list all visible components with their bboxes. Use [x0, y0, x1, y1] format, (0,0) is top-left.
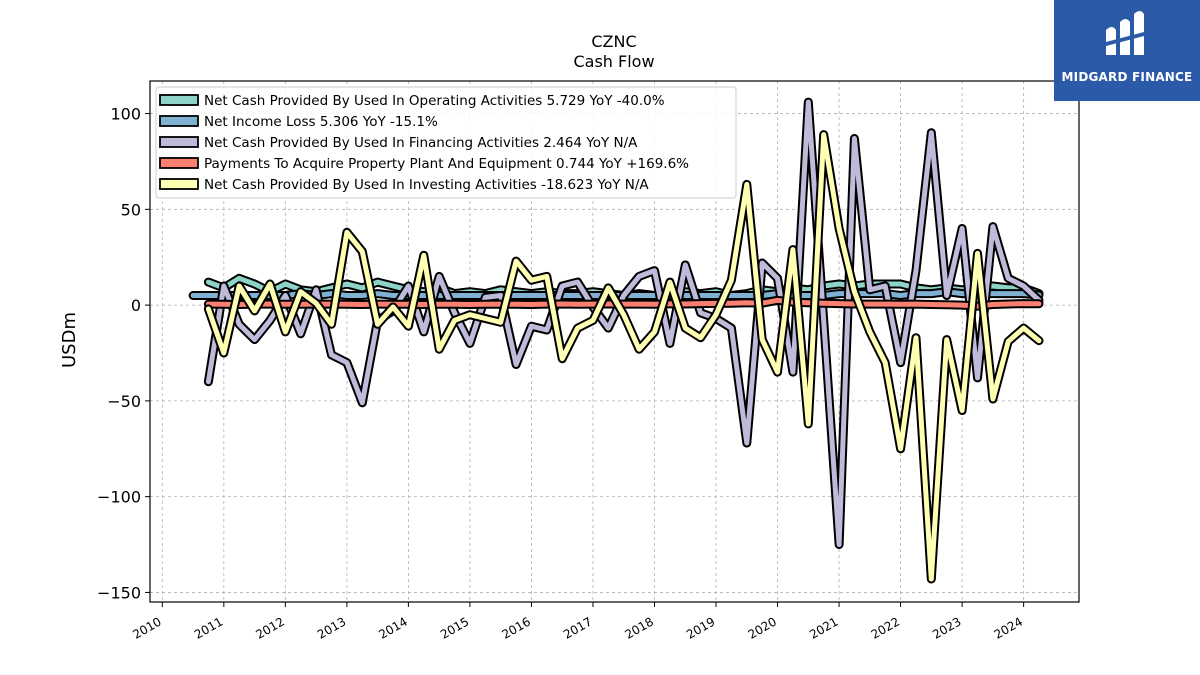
- x-tick-label: 2011: [192, 614, 225, 641]
- legend-box: [155, 86, 737, 199]
- x-tick-label: 2013: [315, 614, 348, 641]
- x-tick-label: 2016: [499, 614, 532, 641]
- x-tick-label: 2020: [746, 614, 779, 641]
- legend-entry: Net Income Loss 5.306 YoY -15.1%: [159, 114, 438, 130]
- legend: Net Cash Provided By Used In Operating A…: [155, 86, 737, 199]
- y-tick-label: −100: [97, 488, 141, 507]
- legend-label: Payments To Acquire Property Plant And E…: [204, 156, 689, 172]
- y-tick-label: 50: [121, 200, 141, 219]
- legend-entry: Net Cash Provided By Used In Financing A…: [159, 135, 638, 151]
- series-4: [203, 130, 1044, 584]
- legend-swatch: [159, 178, 199, 190]
- x-tick-label: 2014: [376, 614, 409, 641]
- x-tick-label: 2015: [438, 614, 471, 641]
- x-axis: 2010 2011 2012 2013 2014 2015 2016 2017 2018 2019…: [130, 602, 1025, 642]
- brand-name: MIDGARD FINANCE: [1061, 70, 1193, 84]
- chart-title: CZNC: [591, 32, 636, 51]
- x-tick-label: 2019: [684, 614, 717, 641]
- x-tick-label: 2018: [623, 614, 656, 641]
- x-tick-label: 2012: [253, 614, 286, 641]
- legend-label: Net Cash Provided By Used In Financing A…: [204, 135, 638, 151]
- y-tick-label: −50: [107, 392, 141, 411]
- x-tick-label: 2010: [130, 614, 163, 641]
- series-layer: [188, 97, 1044, 584]
- x-tick-label: 2023: [930, 614, 963, 641]
- plot-frame: [149, 80, 1080, 603]
- legend-entry: Payments To Acquire Property Plant And E…: [159, 156, 689, 172]
- x-tick-label: 2022: [869, 614, 902, 641]
- y-axis: 100 50 0 −50 −100 −150: [97, 105, 150, 602]
- y-tick-label: −150: [97, 583, 141, 602]
- legend-entry: Net Cash Provided By Used In Operating A…: [159, 93, 665, 109]
- series-2: [203, 97, 1044, 549]
- legend-label: Net Cash Provided By Used In Operating A…: [204, 93, 665, 109]
- y-tick-label: 100: [110, 105, 141, 124]
- midgard-logo-icon: [1106, 11, 1144, 55]
- legend-label: Net Cash Provided By Used In Investing A…: [204, 177, 649, 193]
- legend-swatch: [159, 157, 199, 169]
- y-axis-label: USDm: [59, 312, 80, 368]
- legend-entry: Net Cash Provided By Used In Investing A…: [159, 177, 649, 193]
- series-line: [205, 99, 1042, 547]
- chart-subtitle: Cash Flow: [573, 52, 654, 71]
- legend-swatch: [159, 94, 199, 106]
- legend-label: Net Income Loss 5.306 YoY -15.1%: [204, 114, 438, 130]
- series-3: [203, 295, 1044, 311]
- legend-swatch: [159, 136, 199, 148]
- series-line: [205, 132, 1042, 582]
- x-tick-label: 2024: [992, 614, 1025, 641]
- series-line: [205, 297, 1042, 309]
- x-tick-label: 2021: [807, 614, 840, 641]
- legend-swatch: [159, 115, 199, 127]
- x-tick-label: 2017: [561, 614, 594, 641]
- brand-logo: MIDGARD FINANCE: [1054, 0, 1200, 101]
- y-tick-label: 0: [131, 296, 141, 315]
